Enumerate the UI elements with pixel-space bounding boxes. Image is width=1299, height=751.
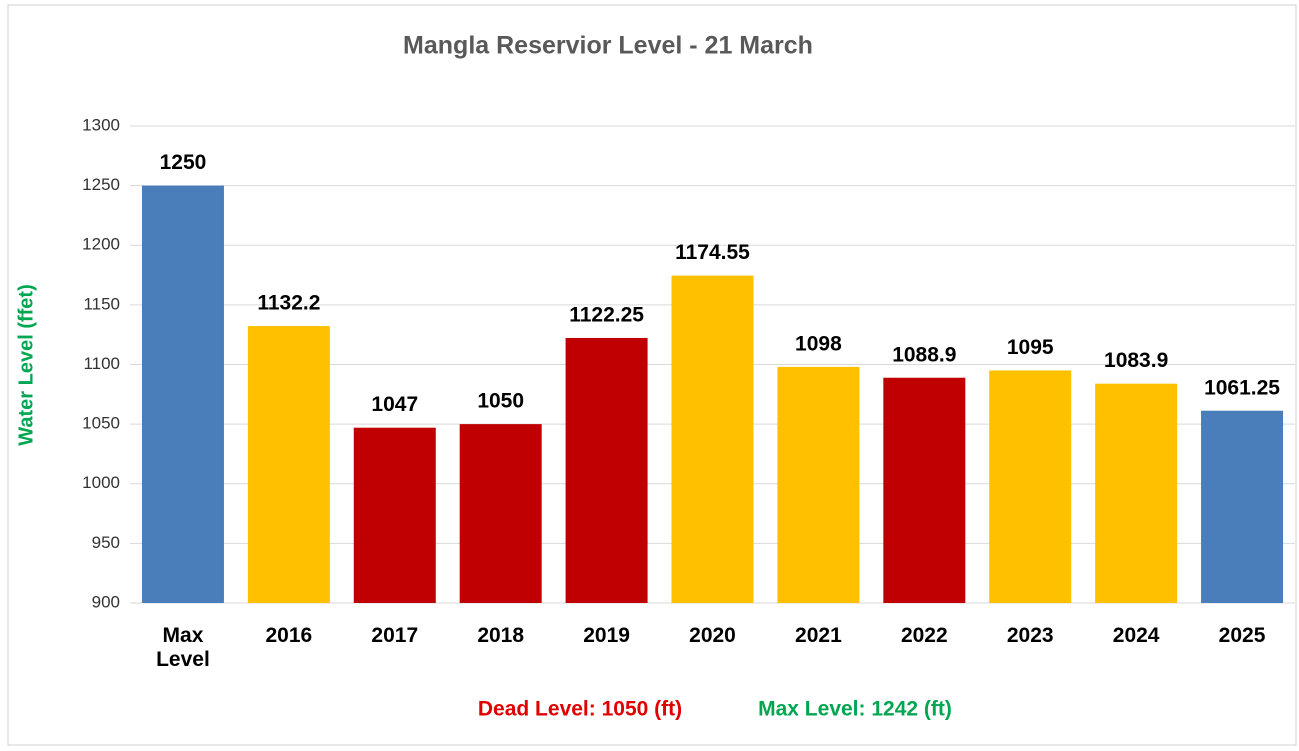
y-tick-label: 1250 [82,175,120,194]
x-tick-label: 2023 [1006,624,1054,647]
annotation: Dead Level: 1050 (ft) [478,698,682,721]
x-tick-label: 2017 [371,624,419,647]
x-tick-label: 2020 [689,624,736,647]
x-tick-label: 2021 [795,624,842,647]
data-label: 1083.9 [1104,349,1168,372]
bar [671,275,754,603]
x-tick-label: 2018 [477,624,525,647]
bar [565,337,648,603]
bar [1095,383,1178,603]
data-label: 1095 [1007,336,1054,359]
y-tick-label: 1150 [83,294,120,313]
bar [141,185,224,603]
x-tick-label: 2016 [265,624,313,647]
chart-title: Mangla Reservior Level - 21 March [403,32,813,60]
y-tick-label: 950 [92,533,120,552]
x-tick-label: 2022 [900,624,948,647]
y-tick-label: 1000 [82,473,120,492]
y-tick-label: 1050 [82,414,120,433]
data-label: 1088.9 [892,343,956,366]
y-tick-label: 1200 [82,235,120,254]
y-axis-title: Water Level (ffet) [15,284,37,446]
bar [883,377,966,603]
data-label: 1174.55 [675,241,750,264]
y-tick-label: 900 [92,592,120,611]
bar [459,424,542,603]
x-tick-label: Max Level [156,624,210,671]
bar [247,326,330,603]
data-label: 1098 [795,332,842,355]
x-tick-label: 2024 [1112,624,1160,647]
bar [989,370,1072,603]
data-label: 1132.2 [257,292,320,315]
data-label: 1250 [160,151,207,174]
data-label: 1061.25 [1204,376,1280,399]
x-tick-label: 2019 [583,624,630,647]
bar [353,427,436,603]
x-tick-label: 2025 [1218,624,1266,647]
y-tick-label: 1100 [83,354,120,373]
data-label: 1122.25 [569,304,644,327]
bar [777,366,860,603]
annotation: Max Level: 1242 (ft) [758,698,952,721]
data-label: 1050 [477,390,524,413]
bar [1201,410,1284,603]
data-label: 1047 [371,393,418,416]
y-tick-label: 1300 [82,115,120,134]
